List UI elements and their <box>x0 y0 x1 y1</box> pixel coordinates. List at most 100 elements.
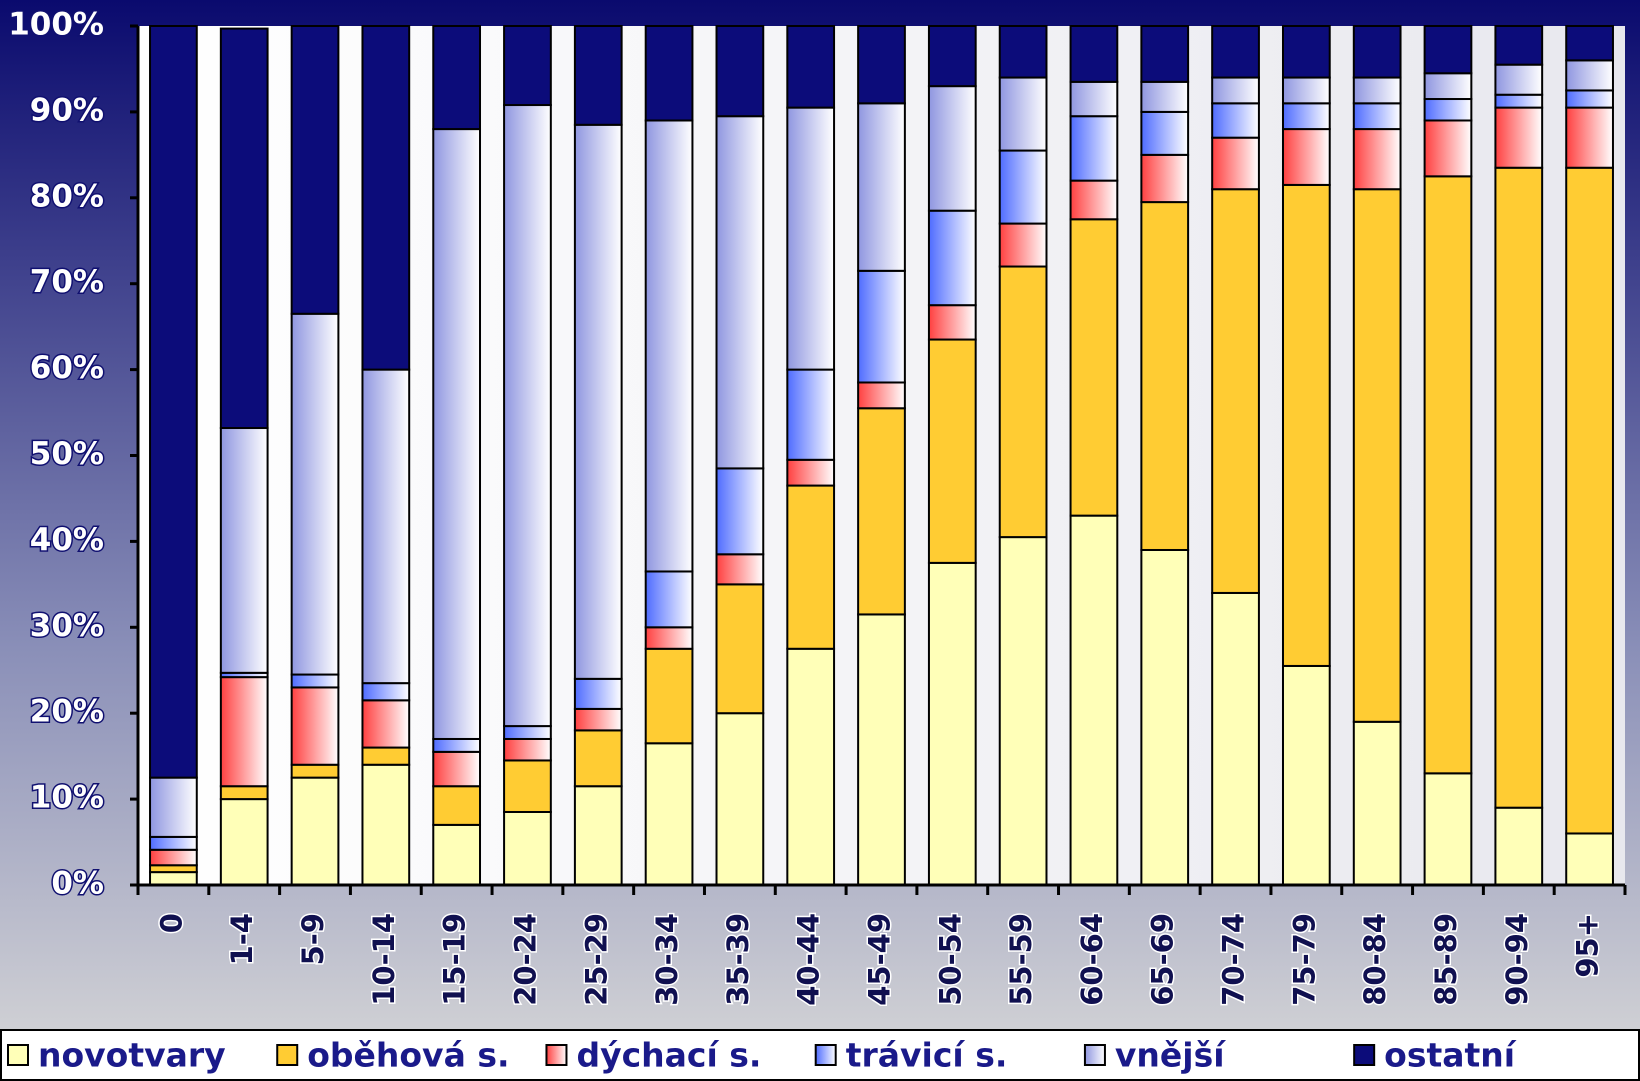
bar-segment <box>290 686 340 766</box>
legend-swatch <box>814 1044 837 1066</box>
y-tick-label: 0% <box>51 866 104 902</box>
bar-segment <box>1352 188 1402 723</box>
bar-segment <box>786 484 836 650</box>
bar-segment <box>857 25 906 105</box>
bar-segment <box>1352 76 1402 105</box>
bar-segment <box>1565 89 1614 109</box>
x-tick-label: 40-44 <box>792 913 826 1006</box>
bar-segment <box>1494 63 1544 96</box>
bar-segment <box>644 25 694 122</box>
legend-label: trávicí s. <box>846 1036 1008 1075</box>
legend-label: ostatní <box>1384 1036 1517 1075</box>
x-tick-label: 1-4 <box>225 913 259 965</box>
bar-segment <box>1352 25 1402 79</box>
bar-segment <box>1069 25 1119 83</box>
bar-segment <box>503 104 552 728</box>
bar-segment <box>1494 806 1544 886</box>
bar-segment <box>927 561 977 886</box>
bar-segment <box>432 128 482 740</box>
bar-segment <box>573 123 623 680</box>
y-tick-label: 50% <box>30 436 104 472</box>
x-tick-label: 55-59 <box>1004 913 1038 1006</box>
bar-segment <box>573 677 623 710</box>
bar-segment <box>432 25 482 131</box>
legend-label: vnější <box>1115 1036 1226 1075</box>
bar-segment <box>219 676 269 788</box>
bar-segment <box>1494 166 1544 809</box>
bar-segment <box>573 707 623 732</box>
legend-swatch <box>545 1044 568 1066</box>
x-tick-label: 25-29 <box>579 913 613 1006</box>
bar-segment <box>786 25 836 109</box>
bar-segment <box>927 85 977 212</box>
bar-segment <box>644 742 694 887</box>
bar-segment <box>786 368 836 461</box>
bar-segment <box>644 119 694 573</box>
bar-segment <box>290 312 340 676</box>
bar-segment <box>1494 25 1544 66</box>
x-tick-label: 0 <box>154 913 188 933</box>
bar-segment <box>857 269 906 384</box>
bar-segment <box>219 27 269 430</box>
bar-segment <box>432 737 482 753</box>
bar-segment <box>857 102 906 272</box>
x-tick-label: 5-9 <box>296 913 330 965</box>
x-tick-label: 15-19 <box>438 913 472 1006</box>
bar-segment <box>857 407 906 616</box>
bar-segment <box>1565 832 1614 887</box>
y-tick-label: 20% <box>30 694 104 730</box>
bar-segment <box>503 759 552 813</box>
bar-segment <box>644 570 694 629</box>
y-tick-label: 70% <box>30 264 104 300</box>
bar-segment <box>927 25 977 88</box>
x-tick-label: 10-14 <box>367 913 401 1006</box>
bar-segment <box>998 76 1048 152</box>
bar-segment <box>1281 25 1331 79</box>
bar-segment <box>573 729 623 788</box>
bar-segment <box>1281 128 1331 186</box>
bar-segment <box>1565 59 1614 92</box>
x-tick-label: 35-39 <box>721 913 755 1006</box>
bar-segment <box>290 763 340 779</box>
bar-segment <box>1211 102 1260 139</box>
bar-segment <box>998 25 1048 79</box>
bar-segment <box>786 106 836 371</box>
bar-segment <box>1140 201 1190 551</box>
bar-segment <box>290 25 340 315</box>
bar-segment <box>927 209 977 307</box>
legend-label: dýchací s. <box>576 1036 761 1075</box>
bar-segment <box>857 381 906 410</box>
legend-swatch <box>1353 1044 1376 1066</box>
bar-segment <box>219 427 269 674</box>
bar-segment <box>1352 128 1402 191</box>
bar-segment <box>361 746 411 766</box>
bar-segment <box>715 25 765 118</box>
x-tick-label: 30-34 <box>650 913 684 1006</box>
bar-segment <box>1352 102 1402 131</box>
x-tick-label: 50-54 <box>933 913 967 1006</box>
bar-segment <box>149 835 198 851</box>
x-tick-label: 60-64 <box>1075 913 1109 1006</box>
x-tick-label: 80-84 <box>1358 913 1392 1006</box>
bar-segment <box>573 785 623 887</box>
bar-segment <box>1423 72 1473 101</box>
bar-segment <box>219 798 269 886</box>
x-tick-label: 20-24 <box>508 913 542 1006</box>
bar-segment <box>361 699 411 749</box>
x-tick-label: 95+ <box>1571 913 1605 978</box>
bar-segment <box>1211 188 1260 594</box>
bar-segment <box>715 467 765 556</box>
bar-segment <box>1281 183 1331 667</box>
legend-swatch <box>7 1044 29 1066</box>
bar-segment <box>432 823 482 886</box>
bar-segment <box>1140 548 1190 886</box>
bar-segment <box>715 553 765 586</box>
bar-segment <box>149 848 198 867</box>
legend-swatch <box>1083 1044 1106 1066</box>
bar-segment <box>503 725 552 740</box>
bar-segment <box>503 810 552 886</box>
bar-segment <box>432 785 482 826</box>
bar-segment <box>149 776 198 838</box>
y-tick-label: 30% <box>30 608 104 644</box>
y-tick-label: 10% <box>30 780 104 816</box>
